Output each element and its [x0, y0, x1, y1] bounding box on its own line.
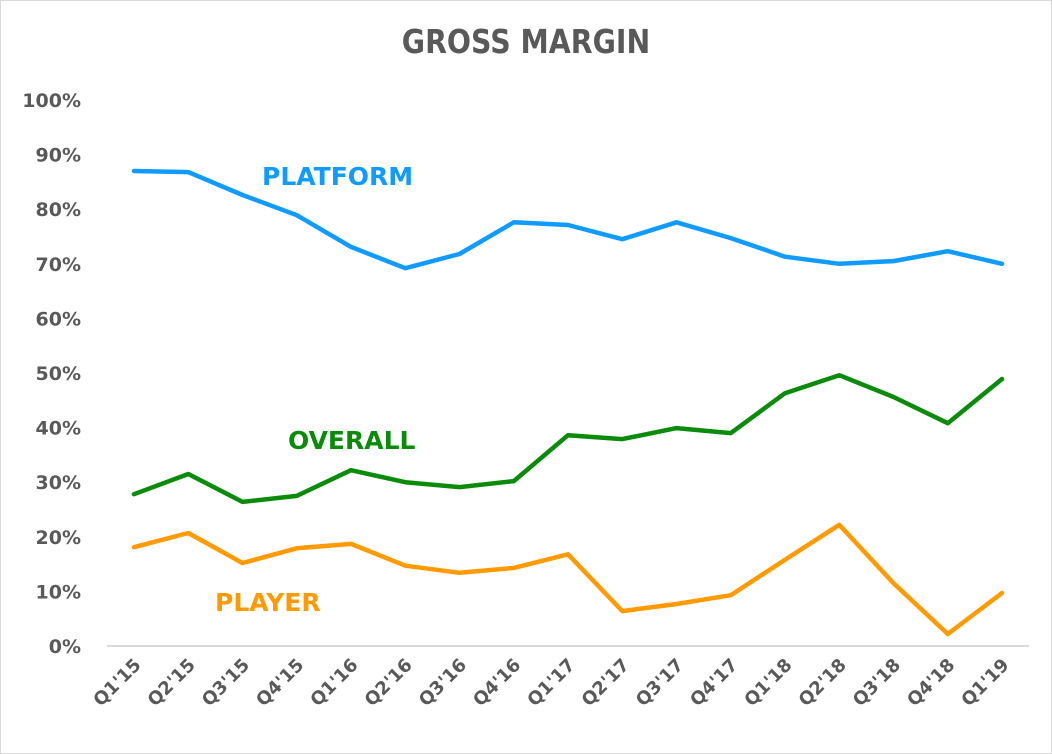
x-tick-label: Q3'15	[198, 655, 254, 711]
y-axis: 0% 10% 20% 30% 40% 50% 60% 70% 80% 90% 100%	[22, 90, 81, 658]
x-tick-label: Q3'16	[415, 655, 471, 711]
x-axis: Q1'15Q2'15Q3'15Q4'15Q1'16Q2'16Q3'16Q4'16…	[89, 655, 1013, 711]
x-tick-label: Q1'19	[957, 655, 1013, 711]
y-tick-label: 50%	[36, 363, 81, 385]
x-tick-label: Q3'18	[849, 655, 905, 711]
x-tick-label: Q3'17	[632, 655, 688, 711]
y-tick-label: 100%	[22, 90, 81, 112]
y-tick-label: 0%	[49, 636, 81, 658]
x-tick-label: Q1'16	[306, 655, 362, 711]
y-tick-label: 70%	[36, 254, 81, 276]
y-tick-label: 10%	[36, 581, 81, 603]
series-group	[131, 168, 1005, 637]
player-series-label: PLAYER	[215, 588, 321, 617]
x-tick-label: Q2'17	[578, 655, 634, 711]
x-tick-label: Q2'16	[361, 655, 417, 711]
y-tick-label: 20%	[36, 527, 81, 549]
x-tick-label: Q2'18	[795, 655, 851, 711]
overall-series-line	[131, 372, 1005, 505]
x-tick-label: Q4'18	[903, 655, 959, 711]
platform-series-line	[131, 168, 1005, 271]
player-series-line	[131, 522, 1005, 637]
y-tick-label: 30%	[36, 472, 81, 494]
x-tick-label: Q4'16	[469, 655, 525, 711]
y-tick-label: 60%	[36, 308, 81, 330]
platform-series-label: PLATFORM	[262, 162, 413, 191]
y-tick-label: 80%	[36, 199, 81, 221]
x-tick-label: Q1'18	[740, 655, 796, 711]
chart-title: GROSS MARGIN	[401, 22, 651, 61]
overall-series-label: OVERALL	[288, 426, 416, 455]
x-tick-label: Q4'15	[252, 655, 308, 711]
y-tick-label: 40%	[36, 418, 81, 440]
x-tick-label: Q1'17	[523, 655, 579, 711]
x-tick-label: Q2'15	[144, 655, 200, 711]
y-tick-label: 90%	[36, 145, 81, 167]
x-tick-label: Q4'17	[686, 655, 742, 711]
x-tick-label: Q1'15	[89, 655, 145, 711]
